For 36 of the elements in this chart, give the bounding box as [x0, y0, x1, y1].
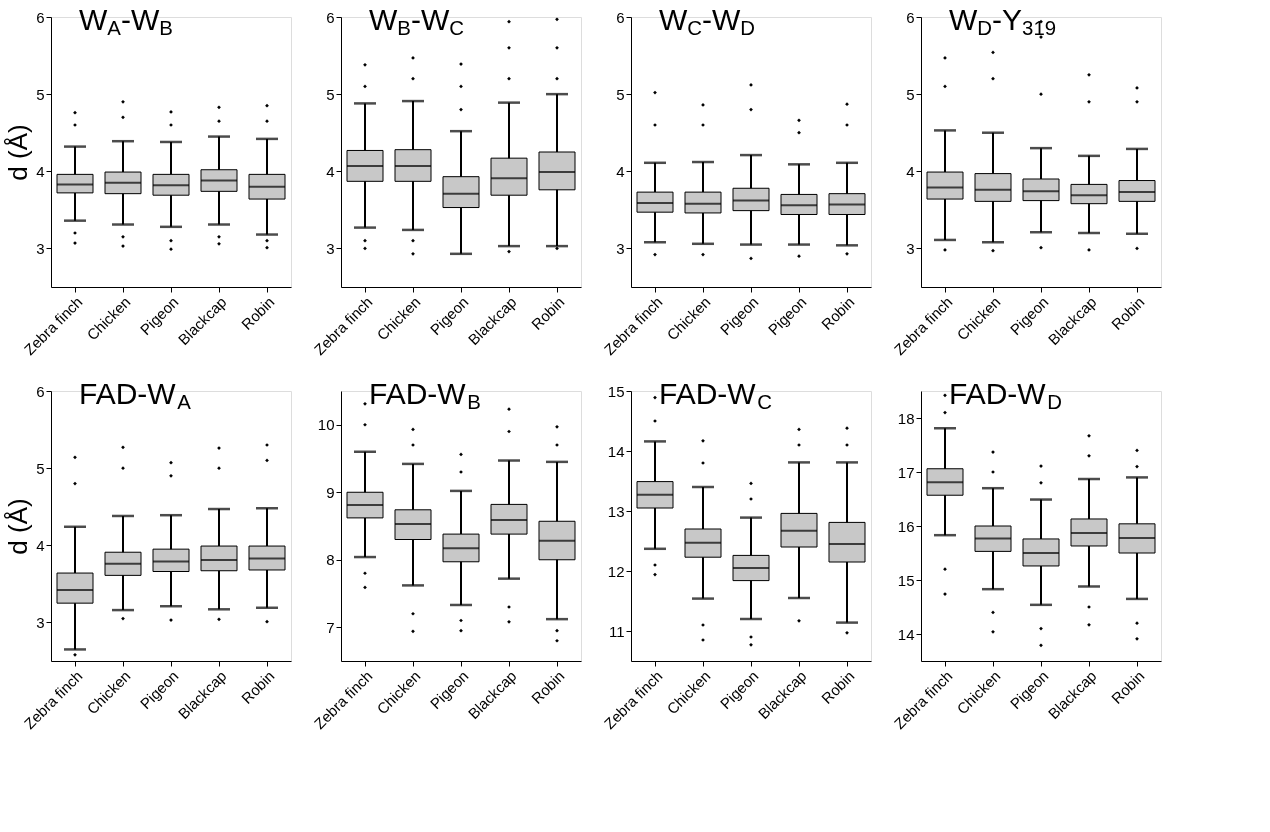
- y-tick-label: 12: [607, 562, 625, 580]
- y-tick-label: 4: [616, 162, 625, 180]
- y-tick-label: 4: [906, 162, 915, 180]
- y-tick-label: 6: [326, 8, 335, 26]
- y-tick-label: 16: [897, 517, 915, 535]
- y-tick-label: 3: [616, 239, 625, 257]
- y-tick-label: 6: [906, 8, 915, 26]
- y-tick-label: 18: [897, 409, 915, 427]
- y-axis-title: d (Å): [3, 498, 34, 555]
- y-tick-label: 17: [897, 463, 915, 481]
- y-tick-label: 10: [317, 416, 335, 434]
- y-tick-label: 14: [897, 625, 915, 643]
- y-tick-label: 4: [36, 162, 45, 180]
- y-axis-title: d (Å): [3, 124, 34, 181]
- y-tick-label: 6: [616, 8, 625, 26]
- y-tick-label: 3: [326, 239, 335, 257]
- y-tick-label: 15: [607, 382, 625, 400]
- y-tick-label: 5: [616, 85, 625, 103]
- y-tick-label: 3: [36, 613, 45, 631]
- y-tick-label: 5: [36, 459, 45, 477]
- y-tick-label: 3: [36, 239, 45, 257]
- y-tick-label: 4: [36, 536, 45, 554]
- y-tick-label: 13: [607, 502, 625, 520]
- y-tick-label: 9: [326, 483, 335, 501]
- y-tick-label: 5: [326, 85, 335, 103]
- y-tick-label: 15: [897, 571, 915, 589]
- y-tick-label: 5: [36, 85, 45, 103]
- y-tick-label: 14: [607, 442, 625, 460]
- y-tick-label: 5: [906, 85, 915, 103]
- y-tick-label: 8: [326, 551, 335, 569]
- y-tick-label: 4: [326, 162, 335, 180]
- y-tick-label: 6: [36, 8, 45, 26]
- y-tick-label: 11: [608, 622, 625, 640]
- y-tick-label: 6: [36, 382, 45, 400]
- y-tick-label: 7: [326, 618, 335, 636]
- y-tick-label: 3: [906, 239, 915, 257]
